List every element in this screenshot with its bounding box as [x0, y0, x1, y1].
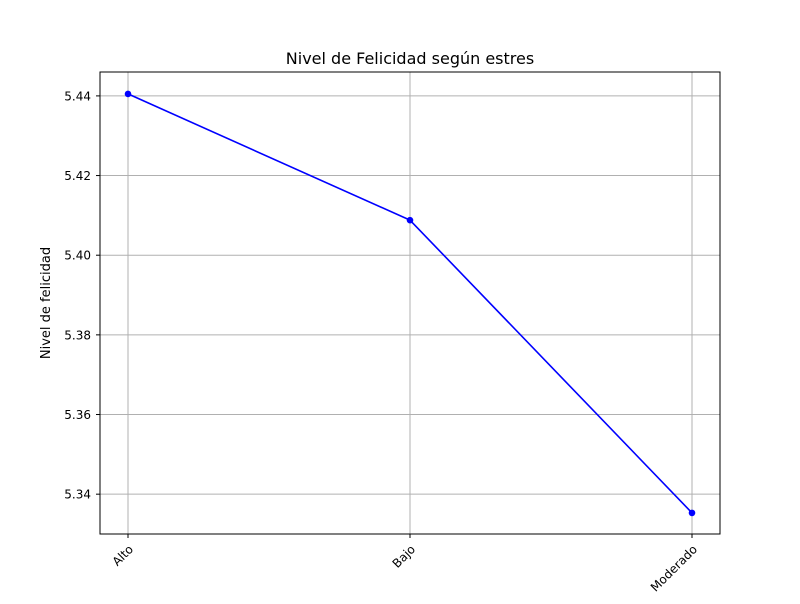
chart-title: Nivel de Felicidad según estres — [286, 49, 534, 68]
data-point-marker — [124, 90, 132, 98]
y-tick-label: 5.38 — [64, 328, 91, 342]
y-axis-label: Nivel de felicidad — [39, 247, 54, 359]
y-tick-label: 5.36 — [64, 408, 91, 422]
gridlines — [100, 72, 720, 534]
y-tick-label: 5.42 — [64, 169, 91, 183]
data-point-marker — [688, 509, 696, 517]
y-tick-label: 5.44 — [64, 89, 91, 103]
data-point-marker — [406, 216, 414, 224]
y-tick-label: 5.40 — [64, 249, 91, 263]
series-layer — [124, 90, 696, 517]
y-tick-label: 5.34 — [64, 488, 91, 502]
